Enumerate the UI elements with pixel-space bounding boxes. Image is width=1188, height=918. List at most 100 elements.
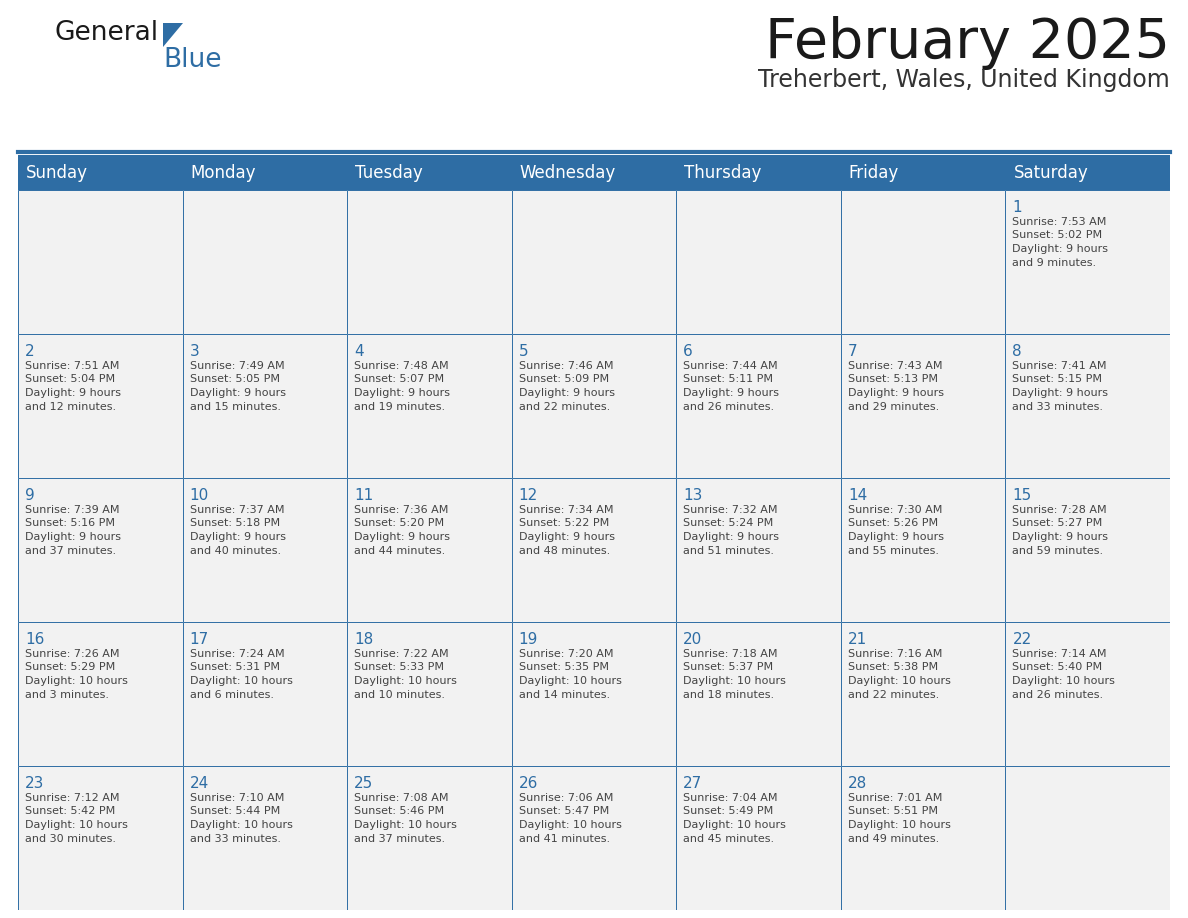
Text: Sunrise: 7:51 AM: Sunrise: 7:51 AM	[25, 361, 119, 371]
Text: Sunset: 5:22 PM: Sunset: 5:22 PM	[519, 519, 609, 529]
Text: Daylight: 9 hours: Daylight: 9 hours	[848, 388, 943, 398]
Text: 5: 5	[519, 344, 529, 359]
Text: Sunset: 5:46 PM: Sunset: 5:46 PM	[354, 807, 444, 816]
Text: Daylight: 9 hours: Daylight: 9 hours	[519, 388, 614, 398]
Text: Sunrise: 7:39 AM: Sunrise: 7:39 AM	[25, 505, 120, 515]
Text: Sunrise: 7:36 AM: Sunrise: 7:36 AM	[354, 505, 449, 515]
Text: Sunrise: 7:04 AM: Sunrise: 7:04 AM	[683, 793, 778, 803]
Text: Daylight: 10 hours: Daylight: 10 hours	[848, 820, 950, 830]
Text: Sunset: 5:24 PM: Sunset: 5:24 PM	[683, 519, 773, 529]
Text: Sunrise: 7:10 AM: Sunrise: 7:10 AM	[190, 793, 284, 803]
Text: and 10 minutes.: and 10 minutes.	[354, 689, 446, 700]
Text: 1: 1	[1012, 200, 1022, 215]
Text: 11: 11	[354, 488, 373, 503]
Text: Sunset: 5:47 PM: Sunset: 5:47 PM	[519, 807, 609, 816]
Text: 21: 21	[848, 632, 867, 647]
Text: Sunrise: 7:48 AM: Sunrise: 7:48 AM	[354, 361, 449, 371]
Text: 22: 22	[1012, 632, 1031, 647]
Text: and 19 minutes.: and 19 minutes.	[354, 401, 446, 411]
Text: Daylight: 10 hours: Daylight: 10 hours	[190, 820, 292, 830]
Text: and 26 minutes.: and 26 minutes.	[683, 401, 775, 411]
Text: and 44 minutes.: and 44 minutes.	[354, 545, 446, 555]
Text: 15: 15	[1012, 488, 1031, 503]
Text: Sunrise: 7:43 AM: Sunrise: 7:43 AM	[848, 361, 942, 371]
Text: Sunrise: 7:49 AM: Sunrise: 7:49 AM	[190, 361, 284, 371]
Text: Daylight: 9 hours: Daylight: 9 hours	[683, 532, 779, 542]
Text: and 14 minutes.: and 14 minutes.	[519, 689, 609, 700]
Text: Thursday: Thursday	[684, 163, 762, 182]
Text: and 59 minutes.: and 59 minutes.	[1012, 545, 1104, 555]
Text: and 33 minutes.: and 33 minutes.	[190, 834, 280, 844]
Text: Sunset: 5:38 PM: Sunset: 5:38 PM	[848, 663, 939, 673]
Text: Daylight: 9 hours: Daylight: 9 hours	[519, 532, 614, 542]
Text: Daylight: 9 hours: Daylight: 9 hours	[190, 532, 285, 542]
Text: Sunday: Sunday	[26, 163, 88, 182]
Text: Sunrise: 7:28 AM: Sunrise: 7:28 AM	[1012, 505, 1107, 515]
Text: Sunset: 5:29 PM: Sunset: 5:29 PM	[25, 663, 115, 673]
Text: Daylight: 10 hours: Daylight: 10 hours	[354, 676, 457, 686]
Text: Daylight: 10 hours: Daylight: 10 hours	[683, 676, 786, 686]
Text: Daylight: 10 hours: Daylight: 10 hours	[190, 676, 292, 686]
Text: 19: 19	[519, 632, 538, 647]
Text: Sunset: 5:16 PM: Sunset: 5:16 PM	[25, 519, 115, 529]
Text: Sunrise: 7:08 AM: Sunrise: 7:08 AM	[354, 793, 449, 803]
Text: 27: 27	[683, 776, 702, 791]
Text: Daylight: 10 hours: Daylight: 10 hours	[519, 676, 621, 686]
Text: 8: 8	[1012, 344, 1022, 359]
Text: Daylight: 10 hours: Daylight: 10 hours	[848, 676, 950, 686]
Text: Sunset: 5:27 PM: Sunset: 5:27 PM	[1012, 519, 1102, 529]
Text: 9: 9	[25, 488, 34, 503]
Text: Saturday: Saturday	[1013, 163, 1088, 182]
Text: 23: 23	[25, 776, 44, 791]
Text: and 15 minutes.: and 15 minutes.	[190, 401, 280, 411]
Text: Sunrise: 7:18 AM: Sunrise: 7:18 AM	[683, 649, 778, 659]
Text: Sunset: 5:37 PM: Sunset: 5:37 PM	[683, 663, 773, 673]
Text: Sunset: 5:11 PM: Sunset: 5:11 PM	[683, 375, 773, 385]
Text: Sunset: 5:33 PM: Sunset: 5:33 PM	[354, 663, 444, 673]
Text: and 33 minutes.: and 33 minutes.	[1012, 401, 1104, 411]
Text: Sunset: 5:09 PM: Sunset: 5:09 PM	[519, 375, 608, 385]
Text: 13: 13	[683, 488, 702, 503]
Text: and 22 minutes.: and 22 minutes.	[519, 401, 609, 411]
Text: and 3 minutes.: and 3 minutes.	[25, 689, 109, 700]
Text: and 41 minutes.: and 41 minutes.	[519, 834, 609, 844]
Text: Daylight: 10 hours: Daylight: 10 hours	[683, 820, 786, 830]
Text: and 9 minutes.: and 9 minutes.	[1012, 258, 1097, 267]
Text: and 55 minutes.: and 55 minutes.	[848, 545, 939, 555]
Text: and 49 minutes.: and 49 minutes.	[848, 834, 939, 844]
Text: Sunset: 5:31 PM: Sunset: 5:31 PM	[190, 663, 279, 673]
Text: 6: 6	[683, 344, 693, 359]
Text: Sunrise: 7:44 AM: Sunrise: 7:44 AM	[683, 361, 778, 371]
Text: Sunset: 5:02 PM: Sunset: 5:02 PM	[1012, 230, 1102, 241]
Text: Daylight: 9 hours: Daylight: 9 hours	[1012, 244, 1108, 254]
Text: Sunrise: 7:01 AM: Sunrise: 7:01 AM	[848, 793, 942, 803]
Text: Daylight: 9 hours: Daylight: 9 hours	[1012, 532, 1108, 542]
Text: Sunset: 5:51 PM: Sunset: 5:51 PM	[848, 807, 937, 816]
Text: 3: 3	[190, 344, 200, 359]
Text: Sunrise: 7:24 AM: Sunrise: 7:24 AM	[190, 649, 284, 659]
Text: and 51 minutes.: and 51 minutes.	[683, 545, 775, 555]
Text: Sunrise: 7:26 AM: Sunrise: 7:26 AM	[25, 649, 120, 659]
Text: Sunset: 5:49 PM: Sunset: 5:49 PM	[683, 807, 773, 816]
Text: Sunrise: 7:34 AM: Sunrise: 7:34 AM	[519, 505, 613, 515]
Text: Sunset: 5:26 PM: Sunset: 5:26 PM	[848, 519, 939, 529]
Text: Sunset: 5:40 PM: Sunset: 5:40 PM	[1012, 663, 1102, 673]
Text: Sunrise: 7:32 AM: Sunrise: 7:32 AM	[683, 505, 778, 515]
Text: and 37 minutes.: and 37 minutes.	[25, 545, 116, 555]
Text: Sunset: 5:13 PM: Sunset: 5:13 PM	[848, 375, 937, 385]
Text: Daylight: 9 hours: Daylight: 9 hours	[354, 388, 450, 398]
Text: 28: 28	[848, 776, 867, 791]
Text: 7: 7	[848, 344, 858, 359]
Text: Daylight: 9 hours: Daylight: 9 hours	[354, 532, 450, 542]
Text: Daylight: 10 hours: Daylight: 10 hours	[25, 820, 128, 830]
Text: Sunset: 5:35 PM: Sunset: 5:35 PM	[519, 663, 608, 673]
Text: and 45 minutes.: and 45 minutes.	[683, 834, 775, 844]
Text: Tuesday: Tuesday	[355, 163, 423, 182]
Text: Sunrise: 7:41 AM: Sunrise: 7:41 AM	[1012, 361, 1107, 371]
Text: Sunset: 5:05 PM: Sunset: 5:05 PM	[190, 375, 279, 385]
Text: Sunrise: 7:16 AM: Sunrise: 7:16 AM	[848, 649, 942, 659]
Text: Blue: Blue	[163, 47, 221, 73]
Text: Sunrise: 7:20 AM: Sunrise: 7:20 AM	[519, 649, 613, 659]
Text: Sunset: 5:15 PM: Sunset: 5:15 PM	[1012, 375, 1102, 385]
Text: 25: 25	[354, 776, 373, 791]
